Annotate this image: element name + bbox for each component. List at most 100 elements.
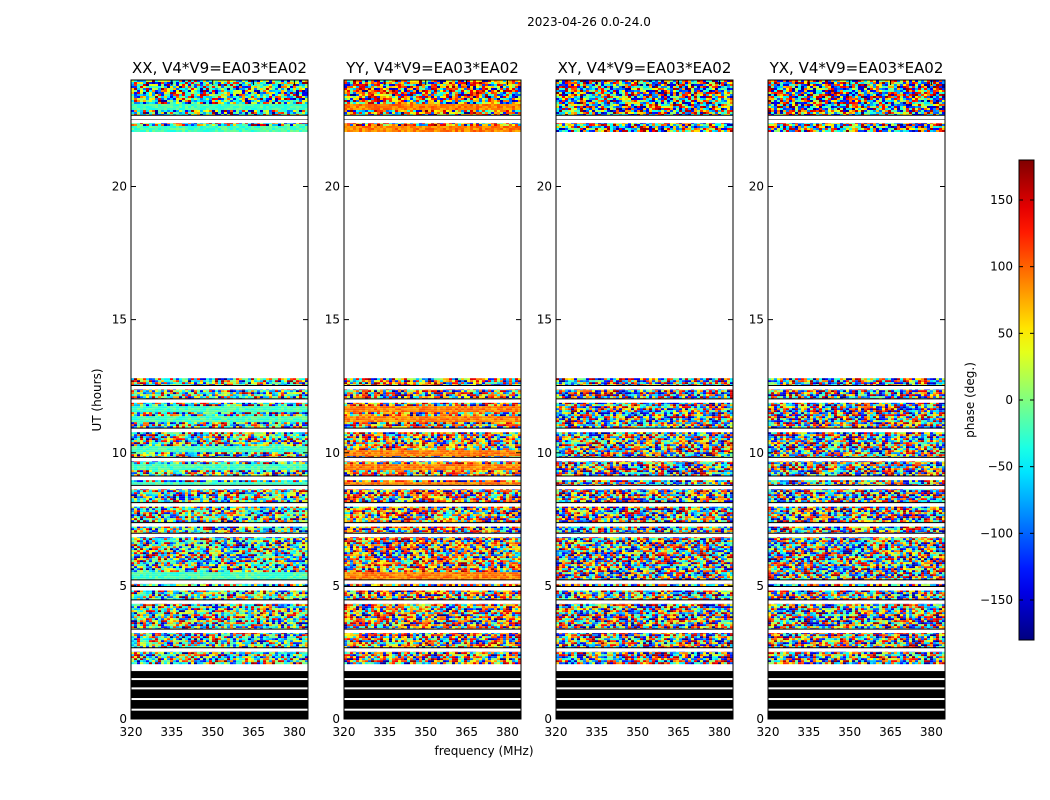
flag-gap xyxy=(556,115,733,119)
zero-stripe xyxy=(556,709,733,711)
y-tick-label: 15 xyxy=(325,313,340,327)
flag-gap xyxy=(768,648,945,652)
colorbar-tick-label: −100 xyxy=(980,526,1013,540)
flag-gap xyxy=(768,503,945,507)
zero-stripe xyxy=(556,698,733,700)
flag-gap xyxy=(344,119,521,123)
colorbar-tick-label: 150 xyxy=(990,193,1013,207)
x-tick-label: 320 xyxy=(545,725,568,739)
panels: XX, V4*V9=EA03*EA02 0 5 10 15 20 320 335 350 365 3… xyxy=(112,59,945,739)
zero-stripe xyxy=(344,687,521,689)
y-tick-label: 15 xyxy=(749,313,764,327)
flag-gap xyxy=(768,476,945,480)
y-tick-label: 5 xyxy=(544,579,552,593)
y-tick-label: 20 xyxy=(537,180,552,194)
flag-gap xyxy=(344,580,521,584)
flag-gap xyxy=(344,503,521,507)
flag-gap xyxy=(556,386,733,390)
x-tick-label: 380 xyxy=(283,725,306,739)
y-tick-label: 5 xyxy=(756,579,764,593)
x-tick-label: 335 xyxy=(797,725,820,739)
zero-stripe xyxy=(768,698,945,700)
flag-gap xyxy=(344,533,521,537)
y-tick-label: 10 xyxy=(749,446,764,460)
x-tick-label: 335 xyxy=(585,725,608,739)
colorbar-tick-label: 0 xyxy=(1005,393,1013,407)
flag-gap xyxy=(556,476,733,480)
y-tick-label: 10 xyxy=(112,446,127,460)
zero-stripe xyxy=(131,687,308,689)
flag-gap xyxy=(556,600,733,604)
zero-stripe xyxy=(768,687,945,689)
zero-stripe xyxy=(131,678,308,680)
flag-gap xyxy=(344,386,521,390)
flag-gap xyxy=(768,580,945,584)
flag-gap xyxy=(768,115,945,119)
y-tick-label: 20 xyxy=(325,180,340,194)
flag-gap xyxy=(344,428,521,432)
flag-gap xyxy=(131,485,308,489)
x-axis-label: frequency (MHz) xyxy=(434,744,533,758)
flag-gap xyxy=(131,399,308,403)
x-tick-label: 350 xyxy=(838,725,861,739)
x-tick-label: 365 xyxy=(879,725,902,739)
x-tick-label: 350 xyxy=(201,725,224,739)
flag-gap xyxy=(131,115,308,119)
flag-gap xyxy=(344,457,521,461)
flag-gap xyxy=(768,457,945,461)
x-tick-label: 365 xyxy=(455,725,478,739)
flag-gap xyxy=(131,533,308,537)
flag-gap xyxy=(344,523,521,527)
flag-gap xyxy=(131,648,308,652)
flag-gap xyxy=(556,503,733,507)
flag-gap xyxy=(131,457,308,461)
zero-stripe xyxy=(556,687,733,689)
x-tick-label: 380 xyxy=(920,725,943,739)
x-tick-label: 365 xyxy=(667,725,690,739)
flag-gap xyxy=(768,533,945,537)
y-tick-label: 0 xyxy=(544,712,552,726)
x-tick-label: 320 xyxy=(120,725,143,739)
flag-gap xyxy=(556,648,733,652)
figure-title: 2023-04-26 0.0-24.0 xyxy=(527,15,651,29)
flag-gap xyxy=(768,523,945,527)
y-tick-label: 15 xyxy=(112,313,127,327)
colorbar-tick-label: −150 xyxy=(980,593,1013,607)
flag-gap xyxy=(556,523,733,527)
flag-gap xyxy=(344,587,521,591)
y-tick-label: 10 xyxy=(537,446,552,460)
colorbar-tick-label: 50 xyxy=(998,326,1013,340)
flag-gap xyxy=(344,476,521,480)
flag-gap xyxy=(131,587,308,591)
y-tick-label: 15 xyxy=(537,313,552,327)
flag-gap xyxy=(768,399,945,403)
colorbar-tick-label: 100 xyxy=(990,260,1013,274)
y-tick-label: 0 xyxy=(119,712,127,726)
flag-gap xyxy=(556,457,733,461)
x-tick-label: 380 xyxy=(496,725,519,739)
zero-stripe xyxy=(344,678,521,680)
flag-gap xyxy=(131,600,308,604)
x-tick-label: 320 xyxy=(757,725,780,739)
flag-gap xyxy=(556,580,733,584)
flag-gap xyxy=(131,523,308,527)
zero-stripe xyxy=(768,678,945,680)
flag-gap xyxy=(344,629,521,633)
flag-gap xyxy=(768,600,945,604)
flag-gap xyxy=(344,399,521,403)
x-tick-label: 350 xyxy=(414,725,437,739)
zero-stripe xyxy=(131,709,308,711)
flag-gap xyxy=(768,119,945,123)
x-tick-label: 350 xyxy=(626,725,649,739)
flag-gap xyxy=(768,485,945,489)
flag-gap xyxy=(131,629,308,633)
flag-gap xyxy=(768,386,945,390)
x-tick-label: 335 xyxy=(160,725,183,739)
panel-title: XX, V4*V9=EA03*EA02 xyxy=(132,59,307,77)
flag-gap xyxy=(344,648,521,652)
